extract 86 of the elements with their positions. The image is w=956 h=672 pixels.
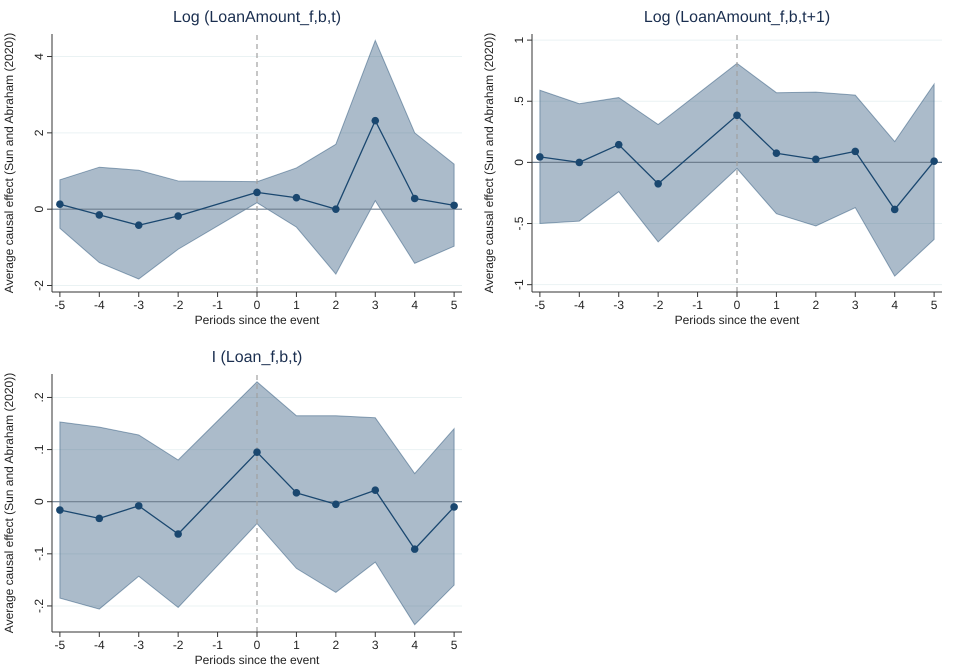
y-tick-label: .2 bbox=[32, 392, 46, 402]
y-tick-label: -.1 bbox=[32, 546, 46, 561]
point bbox=[332, 205, 340, 213]
point bbox=[174, 530, 182, 538]
x-tick-label: -3 bbox=[133, 298, 144, 312]
chart-title: I (Loan_f,b,t) bbox=[212, 349, 302, 366]
x-axis-title: Periods since the event bbox=[674, 313, 800, 327]
y-tick-label: -.2 bbox=[32, 598, 46, 613]
point bbox=[654, 180, 662, 188]
y-tick-label: 1 bbox=[512, 36, 526, 44]
point bbox=[292, 489, 300, 497]
point bbox=[253, 448, 261, 456]
point bbox=[56, 506, 64, 514]
x-tick-label: -4 bbox=[94, 638, 105, 652]
point bbox=[450, 503, 458, 511]
x-tick-label: 2 bbox=[812, 298, 820, 312]
point bbox=[536, 153, 544, 161]
x-tick-label: 4 bbox=[411, 298, 418, 312]
point bbox=[614, 140, 623, 148]
x-tick-label: 0 bbox=[254, 298, 261, 312]
x-tick-label: -5 bbox=[534, 298, 546, 312]
x-tick-label: 3 bbox=[852, 298, 859, 312]
point bbox=[450, 202, 458, 210]
y-tick-label: -2 bbox=[32, 280, 46, 291]
x-tick-label: -3 bbox=[613, 298, 624, 312]
y-tick-label: 0 bbox=[32, 206, 46, 213]
y-tick-label: 0 bbox=[32, 498, 46, 506]
y-tick-label: 0 bbox=[512, 158, 526, 166]
x-tick-label: 3 bbox=[372, 638, 379, 652]
y-tick-label: 2 bbox=[32, 129, 46, 136]
point bbox=[733, 112, 741, 120]
point bbox=[174, 212, 182, 220]
point bbox=[253, 188, 261, 196]
x-tick-label: 4 bbox=[891, 298, 898, 312]
y-axis-title: Average causal effect (Sun and Abraham (2020)) bbox=[2, 372, 16, 634]
x-axis-title: Periods since the event bbox=[194, 313, 320, 327]
point bbox=[890, 206, 898, 214]
chart-title: Log (LoanAmount_f,b,t) bbox=[172, 9, 342, 26]
point bbox=[96, 514, 104, 522]
point bbox=[292, 194, 300, 202]
x-tick-label: -5 bbox=[54, 638, 66, 652]
x-tick-label: 2 bbox=[332, 298, 340, 312]
chart-title: Log (LoanAmount_f,b,t+1) bbox=[644, 9, 830, 26]
point bbox=[56, 200, 64, 208]
x-tick-label: -2 bbox=[172, 638, 184, 652]
point bbox=[851, 148, 860, 156]
y-tick-label: .1 bbox=[32, 444, 46, 455]
point bbox=[134, 221, 143, 230]
point bbox=[576, 158, 584, 166]
x-tick-label: 1 bbox=[773, 298, 780, 312]
x-tick-label: 5 bbox=[450, 638, 458, 652]
x-tick-label: 5 bbox=[450, 298, 458, 312]
x-tick-label: 1 bbox=[293, 638, 300, 652]
y-tick-label: 4 bbox=[32, 52, 46, 60]
x-tick-label: -2 bbox=[172, 298, 184, 312]
x-tick-label: -2 bbox=[652, 298, 664, 312]
point bbox=[410, 194, 418, 202]
x-tick-label: -4 bbox=[574, 298, 585, 312]
x-tick-label: 1 bbox=[293, 298, 300, 312]
point bbox=[96, 211, 104, 219]
x-tick-label: -5 bbox=[54, 298, 66, 312]
point bbox=[371, 486, 380, 494]
point bbox=[812, 156, 820, 164]
x-tick-label: -1 bbox=[692, 298, 704, 312]
y-axis-title: Average causal effect (Sun and Abraham (2020)) bbox=[482, 32, 496, 294]
x-tick-label: -1 bbox=[212, 638, 224, 652]
point bbox=[332, 500, 340, 508]
x-tick-label: -3 bbox=[133, 638, 144, 652]
point bbox=[371, 116, 380, 124]
x-tick-label: 0 bbox=[254, 638, 261, 652]
y-tick-label: -1 bbox=[512, 279, 526, 290]
point bbox=[410, 545, 418, 553]
x-axis-title: Periods since the event bbox=[194, 653, 320, 667]
x-tick-label: 4 bbox=[411, 638, 418, 652]
x-tick-label: -1 bbox=[212, 298, 224, 312]
x-tick-label: -4 bbox=[94, 298, 105, 312]
point bbox=[772, 149, 780, 158]
x-tick-label: 2 bbox=[332, 638, 340, 652]
y-tick-label: .5 bbox=[512, 96, 526, 106]
y-tick-label: -.5 bbox=[512, 216, 526, 231]
y-axis-title: Average causal effect (Sun and Abraham (2020)) bbox=[2, 32, 16, 294]
point bbox=[930, 157, 938, 165]
x-tick-label: 5 bbox=[930, 298, 938, 312]
x-tick-label: 3 bbox=[372, 298, 379, 312]
x-tick-label: 0 bbox=[734, 298, 741, 312]
point bbox=[134, 502, 143, 510]
